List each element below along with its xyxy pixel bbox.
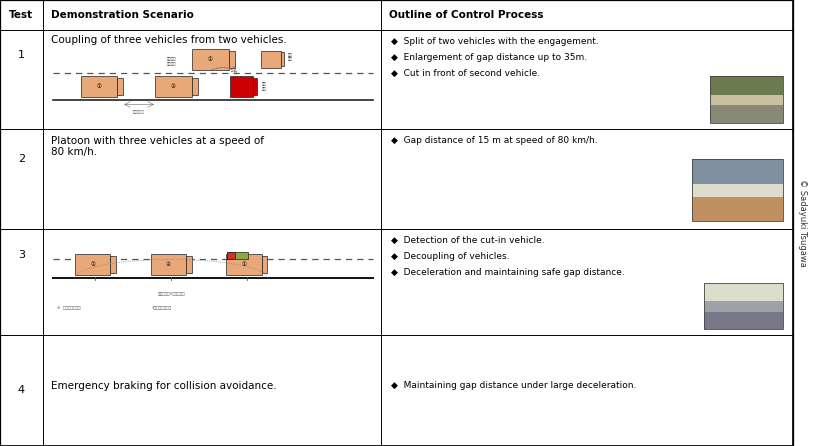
Bar <box>710 76 783 124</box>
Text: ◆  Maintaining gap distance under large deceleration.: ◆ Maintaining gap distance under large d… <box>391 381 636 390</box>
Bar <box>692 184 783 198</box>
Text: ◆  Gap distance of 15 m at speed of 80 km/h.: ◆ Gap distance of 15 m at speed of 80 km… <box>391 136 597 145</box>
Text: 4: 4 <box>18 385 25 395</box>
Bar <box>227 252 235 259</box>
Bar <box>253 78 257 95</box>
Text: ◆  Decoupling of vehicles.: ◆ Decoupling of vehicles. <box>391 252 509 261</box>
Bar <box>692 159 783 221</box>
Text: Emergency braking for collision avoidance.: Emergency braking for collision avoidanc… <box>51 381 277 391</box>
Bar <box>704 283 783 308</box>
Text: 3台目の車間距離: 3台目の車間距離 <box>151 305 171 309</box>
Text: ①: ① <box>96 84 101 89</box>
Text: 隊列間距離: 隊列間距離 <box>133 110 145 114</box>
Bar <box>710 95 783 105</box>
Text: ※  中間距離拡大：: ※ 中間距離拡大： <box>57 305 81 309</box>
Text: ◆  Split of two vehicles with the engagement.: ◆ Split of two vehicles with the engagem… <box>391 37 598 46</box>
Bar <box>192 49 229 70</box>
Bar <box>227 252 248 259</box>
Text: ①: ① <box>91 262 95 267</box>
Text: Outline of Control Process: Outline of Control Process <box>389 10 544 20</box>
Bar <box>261 51 281 68</box>
Bar <box>81 76 118 97</box>
Bar <box>192 78 198 95</box>
Bar <box>151 254 186 275</box>
Bar <box>118 78 123 95</box>
Bar <box>710 102 783 124</box>
Bar <box>704 283 783 329</box>
Bar <box>110 256 116 273</box>
Bar <box>692 193 783 221</box>
Bar <box>692 159 783 193</box>
Text: ①: ① <box>242 262 246 267</box>
Text: ◆  Cut in front of second vehicle.: ◆ Cut in front of second vehicle. <box>391 69 540 78</box>
Text: Test: Test <box>9 10 34 20</box>
Text: 3: 3 <box>18 250 25 260</box>
Text: 割り
込み: 割り 込み <box>262 83 267 91</box>
Bar <box>262 256 267 273</box>
Text: Platoon with three vehicles at a speed of
80 km/h.: Platoon with three vehicles at a speed o… <box>51 136 264 157</box>
Bar <box>704 308 783 329</box>
Bar <box>229 51 235 68</box>
Text: 先的
走行: 先的 走行 <box>288 53 293 62</box>
Text: 1: 1 <box>18 50 25 60</box>
Text: 割り込み
車両準備: 割り込み 車両準備 <box>166 57 176 66</box>
Bar <box>281 53 284 66</box>
Text: ◆  Detection of the cut-in vehicle.: ◆ Detection of the cut-in vehicle. <box>391 236 545 245</box>
Text: ◆  Deceleration and maintaining safe gap distance.: ◆ Deceleration and maintaining safe gap … <box>391 268 625 277</box>
Text: © Sadayuki Tsugawa: © Sadayuki Tsugawa <box>798 179 807 267</box>
Text: ①: ① <box>207 57 212 62</box>
Bar <box>186 256 192 273</box>
Text: Demonstration Scenario: Demonstration Scenario <box>51 10 194 20</box>
Bar <box>230 76 253 97</box>
Bar <box>155 76 192 97</box>
Bar <box>704 301 783 312</box>
Bar <box>710 76 783 102</box>
Text: 走合せ時の2台目の距離: 走合せ時の2台目の距離 <box>157 291 185 295</box>
Bar <box>226 254 262 275</box>
Text: ②: ② <box>170 84 175 89</box>
Text: 2: 2 <box>18 154 25 164</box>
Bar <box>75 254 110 275</box>
Text: Coupling of three vehicles from two vehicles.: Coupling of three vehicles from two vehi… <box>51 35 286 45</box>
Text: ②: ② <box>166 262 170 267</box>
Text: ◆  Enlargement of gap distance up to 35m.: ◆ Enlargement of gap distance up to 35m. <box>391 53 587 62</box>
